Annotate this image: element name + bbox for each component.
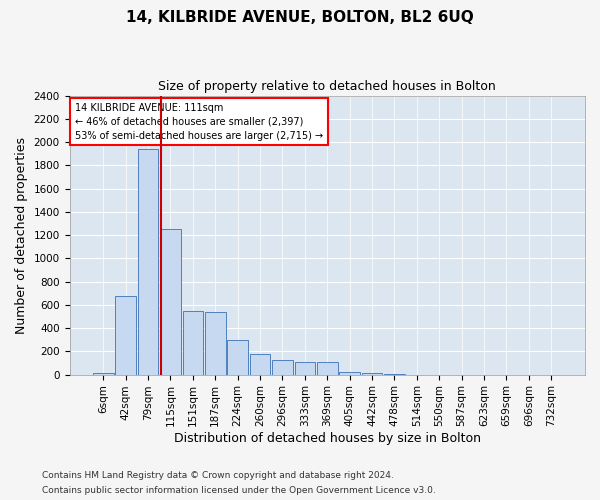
Bar bbox=[115, 296, 136, 374]
Title: Size of property relative to detached houses in Bolton: Size of property relative to detached ho… bbox=[158, 80, 496, 93]
Bar bbox=[317, 362, 338, 374]
Bar bbox=[160, 230, 181, 374]
X-axis label: Distribution of detached houses by size in Bolton: Distribution of detached houses by size … bbox=[174, 432, 481, 445]
Bar bbox=[138, 149, 158, 374]
Text: Contains HM Land Registry data © Crown copyright and database right 2024.: Contains HM Land Registry data © Crown c… bbox=[42, 471, 394, 480]
Bar bbox=[250, 354, 271, 374]
Bar bbox=[205, 312, 226, 374]
Bar bbox=[93, 373, 113, 374]
Text: Contains public sector information licensed under the Open Government Licence v3: Contains public sector information licen… bbox=[42, 486, 436, 495]
Text: 14, KILBRIDE AVENUE, BOLTON, BL2 6UQ: 14, KILBRIDE AVENUE, BOLTON, BL2 6UQ bbox=[126, 10, 474, 25]
Bar bbox=[340, 372, 360, 374]
Bar bbox=[295, 362, 315, 374]
Bar bbox=[182, 310, 203, 374]
Bar bbox=[227, 340, 248, 374]
Bar bbox=[362, 373, 382, 374]
Y-axis label: Number of detached properties: Number of detached properties bbox=[15, 136, 28, 334]
Text: 14 KILBRIDE AVENUE: 111sqm
← 46% of detached houses are smaller (2,397)
53% of s: 14 KILBRIDE AVENUE: 111sqm ← 46% of deta… bbox=[74, 102, 323, 141]
Bar bbox=[272, 360, 293, 374]
